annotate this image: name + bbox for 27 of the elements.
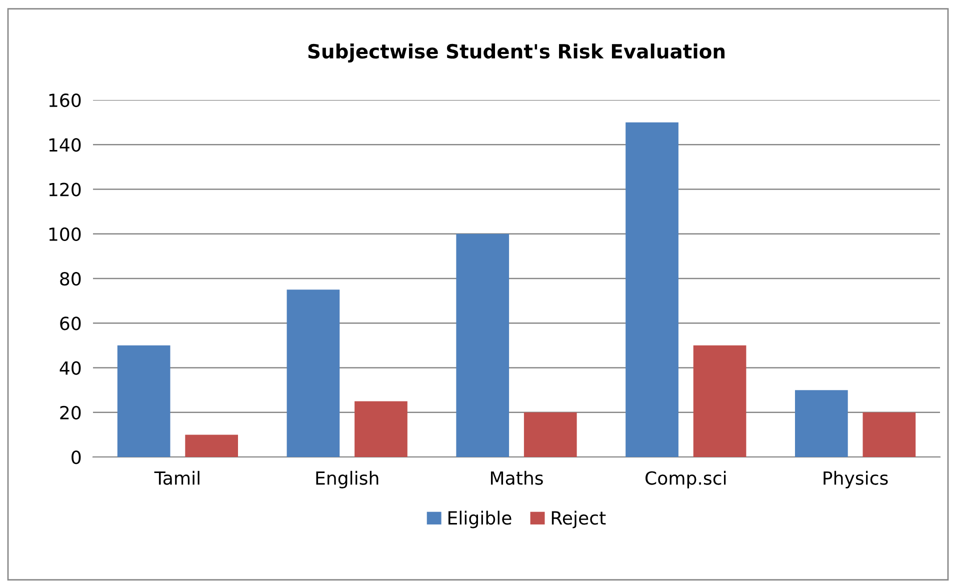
y-tick-label: 60 [60,316,81,330]
y-tick-label: 0 [72,450,81,464]
y-tick-label: 140 [49,138,81,152]
bar [626,122,678,457]
bar [524,412,577,457]
chart-title: Subjectwise Student's Risk Evaluation [308,44,725,63]
bar [794,390,848,457]
x-tick-label: Maths [490,470,543,485]
bar [185,434,238,457]
y-tick-label: 40 [60,361,81,375]
legend-label: Reject [552,510,606,528]
y-tick-label: 20 [60,406,81,420]
bar [117,345,170,457]
x-tick-label: Physics [824,470,888,488]
x-tick-label: Tamil [154,470,200,485]
y-tick-label: 80 [60,272,81,286]
bar [286,290,340,457]
x-tick-label: Comp.sci [646,470,726,488]
bar [862,412,916,457]
y-tick-label: 160 [49,93,81,108]
bar [354,401,408,457]
y-tick-label: 100 [49,227,81,241]
legend-label: Eligible [448,510,512,528]
bar [456,234,510,457]
y-tick-label: 120 [49,182,81,196]
bar [693,345,746,457]
x-tick-label: English [316,470,378,488]
